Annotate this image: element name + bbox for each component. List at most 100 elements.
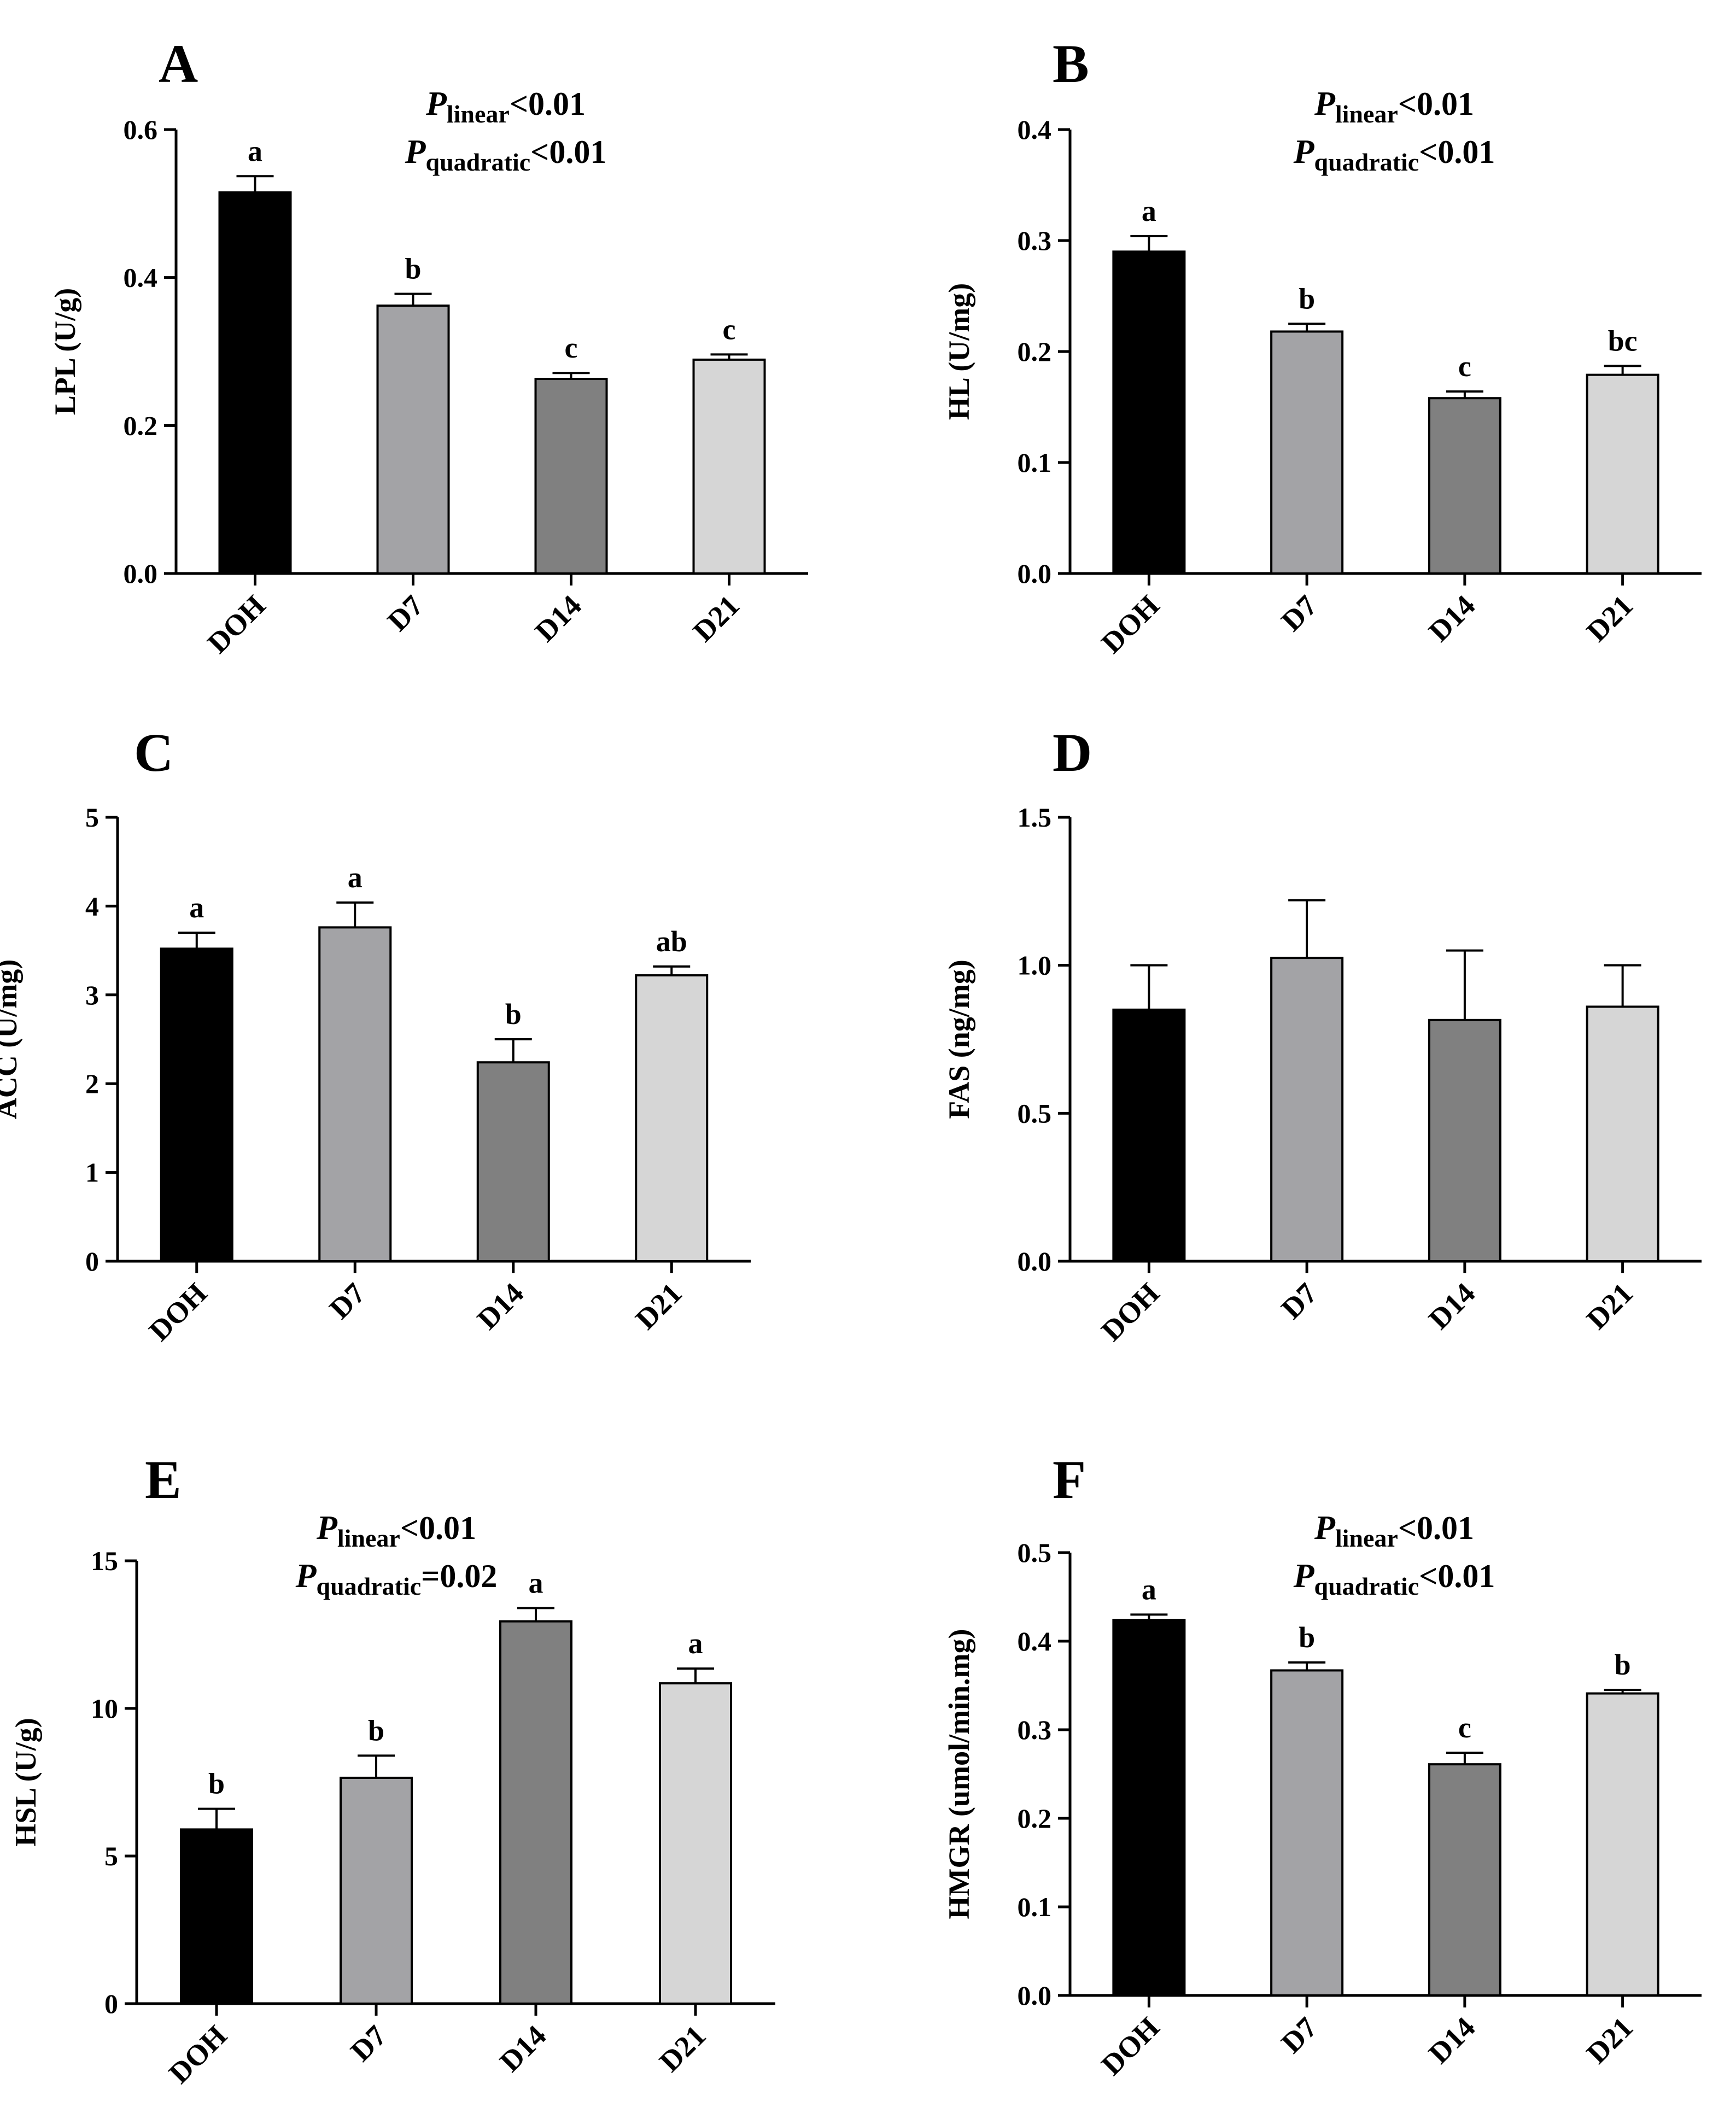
x-tick-label-d21: D21 bbox=[1580, 589, 1639, 648]
y-axis-title: ACC (U/mg) bbox=[0, 959, 23, 1119]
significance-letter: a bbox=[529, 1566, 543, 1599]
bar-d21 bbox=[1586, 1005, 1659, 1263]
x-tick-label-doh: DOH bbox=[143, 1277, 213, 1347]
bar-d21 bbox=[692, 358, 766, 575]
bar-d7 bbox=[1270, 957, 1344, 1262]
significance-letter: c bbox=[723, 313, 736, 346]
x-tick-label-doh: DOH bbox=[201, 589, 272, 659]
x-tick-label-d14: D14 bbox=[493, 2019, 552, 2078]
y-tick-label: 2 bbox=[85, 1068, 99, 1099]
y-tick-label: 5 bbox=[104, 1841, 118, 1871]
panel-letter-c: C bbox=[134, 722, 173, 783]
panel-letter-b: B bbox=[1053, 33, 1089, 94]
bar-d14 bbox=[476, 1061, 550, 1262]
x-tick-label-d7: D7 bbox=[344, 2019, 393, 2068]
x-tick-label-doh: DOH bbox=[162, 2019, 233, 2089]
bar-d7 bbox=[318, 926, 392, 1262]
x-tick-label-d7: D7 bbox=[381, 589, 430, 637]
y-tick-label: 15 bbox=[91, 1546, 118, 1576]
significance-letter: a bbox=[688, 1627, 703, 1660]
y-tick-label: 0.2 bbox=[1018, 1803, 1052, 1834]
y-tick-label: 0 bbox=[85, 1246, 99, 1277]
bar-d14 bbox=[499, 1620, 572, 2005]
y-tick-label: 1 bbox=[85, 1157, 99, 1188]
bar-doh bbox=[180, 1828, 253, 2005]
x-tick-label-d21: D21 bbox=[1580, 2011, 1639, 2070]
y-tick-label: 5 bbox=[85, 802, 99, 833]
chart-panel-f: F 0.0 0.1 0.2 0.3 0.4 0.5 HMGR (umol/min.mg) a DO… bbox=[943, 1449, 1702, 2081]
y-axis-title: HL (U/mg) bbox=[943, 283, 975, 420]
bar-doh bbox=[160, 947, 233, 1263]
p-value-annotation: Pquadratic<0.01 bbox=[1293, 1558, 1495, 1600]
p-value-annotation: Plinear<0.01 bbox=[425, 85, 586, 128]
x-tick-label-d14: D14 bbox=[1422, 589, 1481, 648]
y-tick-label: 0.5 bbox=[1018, 1537, 1052, 1568]
y-tick-label: 0.3 bbox=[1018, 225, 1052, 256]
panel-letter-a: A bbox=[159, 33, 198, 94]
y-tick-label: 0.4 bbox=[124, 262, 158, 293]
significance-letter: b bbox=[505, 998, 522, 1031]
bar-doh bbox=[1112, 1619, 1186, 1997]
x-tick-label-d14: D14 bbox=[529, 589, 588, 648]
x-tick-label-d14: D14 bbox=[1422, 1277, 1481, 1336]
bar-d7 bbox=[340, 1776, 413, 2005]
y-tick-label: 0.6 bbox=[124, 114, 158, 145]
bar-d7 bbox=[1270, 330, 1344, 575]
x-tick-label-d7: D7 bbox=[1275, 1277, 1324, 1325]
chart-panel-a: A 0.0 0.2 0.4 0.6 LPL (U/g) a DOH b D7 c D14 c D21 Pli… bbox=[49, 33, 808, 659]
y-tick-label: 1.0 bbox=[1018, 950, 1052, 981]
chart-panel-b: B 0.0 0.1 0.2 0.3 0.4 HL (U/mg) a DOH b D7 c D14 bc D2… bbox=[943, 33, 1702, 659]
bar-d21 bbox=[659, 1682, 732, 2005]
significance-letter: c bbox=[1458, 1711, 1471, 1744]
x-tick-label-doh: DOH bbox=[1095, 1277, 1165, 1347]
significance-letter: a bbox=[1142, 1573, 1156, 1606]
x-tick-label-d14: D14 bbox=[1422, 2011, 1481, 2070]
significance-letter: c bbox=[1458, 350, 1471, 383]
p-value-annotation: Pquadratic<0.01 bbox=[1293, 133, 1495, 176]
y-tick-label: 1.5 bbox=[1018, 802, 1052, 833]
significance-letter: ab bbox=[656, 925, 687, 958]
p-value-annotation: Pquadratic<0.01 bbox=[405, 133, 607, 176]
significance-letter: a bbox=[348, 861, 363, 894]
significance-letter: a bbox=[1142, 195, 1156, 227]
bar-d7 bbox=[376, 305, 450, 575]
chart-panel-d: D 0.0 0.5 1.0 1.5 FAS (ng/mg) DOH D7 D14 D21 bbox=[943, 722, 1702, 1347]
chart-panel-c: C 0 1 2 3 4 5 ACC (U/mg) a DOH a D7 b D14 ab D21 bbox=[0, 722, 751, 1347]
x-tick-label-d14: D14 bbox=[471, 1277, 530, 1336]
p-value-annotation: Plinear<0.01 bbox=[1314, 85, 1474, 128]
y-tick-label: 0.2 bbox=[1018, 336, 1052, 367]
p-value-annotation: Plinear<0.01 bbox=[1314, 1509, 1474, 1552]
p-value-annotation: Pquadratic=0.02 bbox=[295, 1558, 498, 1600]
x-tick-label-d21: D21 bbox=[653, 2019, 712, 2078]
significance-letter: b bbox=[1299, 1621, 1315, 1654]
bar-d14 bbox=[534, 378, 608, 575]
y-axis-title: FAS (ng/mg) bbox=[943, 959, 975, 1119]
bar-doh bbox=[1112, 1008, 1186, 1263]
panel-letter-f: F bbox=[1053, 1449, 1086, 1510]
x-tick-label-d21: D21 bbox=[687, 589, 746, 648]
x-tick-label-d21: D21 bbox=[1580, 1277, 1639, 1336]
bar-doh bbox=[218, 191, 292, 575]
y-tick-label: 0.5 bbox=[1018, 1098, 1052, 1128]
y-tick-label: 0.0 bbox=[1018, 1246, 1052, 1277]
y-tick-label: 4 bbox=[85, 891, 99, 921]
significance-letter: b bbox=[368, 1714, 384, 1747]
y-tick-label: 0 bbox=[104, 1988, 118, 2019]
bar-d14 bbox=[1428, 397, 1501, 575]
significance-letter: a bbox=[248, 134, 262, 167]
significance-letter: b bbox=[208, 1767, 225, 1800]
y-tick-label: 0.0 bbox=[1018, 1980, 1052, 2011]
p-value-annotation: Plinear<0.01 bbox=[316, 1509, 476, 1552]
bar-d14 bbox=[1428, 1763, 1501, 1997]
panel-letter-d: D bbox=[1053, 722, 1092, 783]
significance-letter: c bbox=[565, 331, 578, 364]
y-axis-title: LPL (U/g) bbox=[49, 288, 81, 415]
y-tick-label: 0.2 bbox=[124, 410, 158, 441]
panel-letter-e: E bbox=[145, 1449, 182, 1510]
y-tick-label: 0.0 bbox=[1018, 558, 1052, 589]
bar-doh bbox=[1112, 250, 1186, 575]
x-tick-label-d7: D7 bbox=[323, 1277, 372, 1325]
y-tick-label: 3 bbox=[85, 980, 99, 1010]
significance-letter: b bbox=[1615, 1648, 1631, 1681]
